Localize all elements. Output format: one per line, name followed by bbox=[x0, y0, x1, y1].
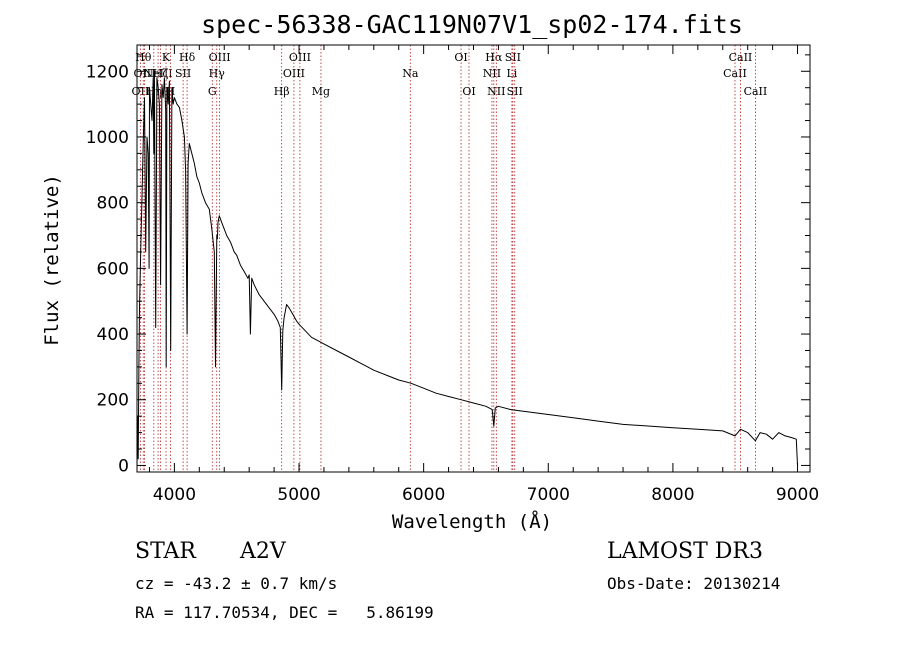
marker-label-26: CaII bbox=[723, 67, 747, 80]
marker-label-2: OIII bbox=[133, 67, 155, 80]
y-tick-label-3: 600 bbox=[97, 259, 129, 279]
marker-label-20: NII bbox=[483, 67, 501, 80]
chart-title: spec-56338-GAC119N07V1_sp02-174.fits bbox=[201, 10, 743, 39]
y-tick-label-0: 0 bbox=[118, 456, 129, 476]
marker-label-16: Mg bbox=[312, 85, 330, 98]
marker-label-19: OI bbox=[462, 85, 475, 98]
y-tick-label-4: 800 bbox=[97, 194, 129, 214]
x-tick-label-2: 6000 bbox=[402, 485, 445, 505]
y-tick-label-2: 400 bbox=[97, 325, 129, 345]
x-tick-label-1: 5000 bbox=[277, 485, 320, 505]
x-tick-label-4: 8000 bbox=[651, 485, 694, 505]
marker-label-12: OIII bbox=[209, 51, 231, 64]
marker-label-6: K bbox=[162, 51, 171, 64]
marker-label-5: Hζ bbox=[153, 67, 169, 80]
obs-date: Obs-Date: 20130214 bbox=[607, 574, 781, 593]
subclass: A2V bbox=[240, 539, 286, 564]
marker-label-9: Hδ bbox=[179, 51, 196, 64]
marker-label-24: SII bbox=[505, 51, 521, 64]
object-class: STAR bbox=[135, 539, 196, 564]
marker-label-7: H bbox=[166, 85, 176, 98]
x-tick-label-0: 4000 bbox=[153, 485, 196, 505]
marker-label-23: Li bbox=[506, 67, 517, 80]
line-markers: OIIHθOIIIHηNeIIIHζKHSIIHδGHγOIIIHβOIIIOI… bbox=[132, 45, 768, 472]
series-line-spectrum bbox=[136, 70, 798, 466]
x-tick-label-5: 9000 bbox=[776, 485, 819, 505]
marker-label-27: CaII bbox=[729, 51, 753, 64]
y-tick-label-1: 200 bbox=[97, 391, 129, 411]
x-tick-label-3: 7000 bbox=[527, 485, 570, 505]
marker-label-1: Hθ bbox=[135, 51, 152, 64]
marker-label-13: Hβ bbox=[274, 85, 290, 98]
y-tick-label-5: 1000 bbox=[86, 128, 129, 148]
marker-label-22: NII bbox=[487, 85, 505, 98]
y-axis-label: Flux (relative) bbox=[41, 174, 63, 346]
marker-label-10: G bbox=[208, 85, 217, 98]
marker-label-8: SII bbox=[175, 67, 191, 80]
marker-label-11: Hγ bbox=[209, 67, 226, 80]
y-tick-label-6: 1200 bbox=[86, 62, 129, 82]
cz-value: cz = -43.2 ± 0.7 km/s bbox=[135, 574, 338, 593]
x-axis-label: Wavelength (Å) bbox=[392, 510, 552, 533]
survey-label: LAMOST DR3 bbox=[607, 539, 763, 564]
marker-label-25: SII bbox=[507, 85, 523, 98]
marker-label-21: Hα bbox=[485, 51, 503, 64]
x-axis: 4000 5000 6000 7000 8000 9000 bbox=[148, 45, 819, 505]
marker-label-15: OIII bbox=[289, 51, 311, 64]
marker-label-14: OIII bbox=[283, 67, 305, 80]
marker-label-28: CaII bbox=[744, 85, 768, 98]
coordinates: RA = 117.70534, DEC = 5.86199 bbox=[135, 603, 434, 622]
spectrum-chart: spec-56338-GAC119N07V1_sp02-174.fits OII… bbox=[41, 10, 819, 533]
marker-label-18: OI bbox=[454, 51, 467, 64]
marker-label-17: Na bbox=[402, 67, 419, 80]
series-group bbox=[136, 70, 798, 466]
y-axis: 0 200 400 600 800 1000 1200 bbox=[86, 54, 810, 476]
marker-label-4: NeIII bbox=[143, 67, 172, 80]
